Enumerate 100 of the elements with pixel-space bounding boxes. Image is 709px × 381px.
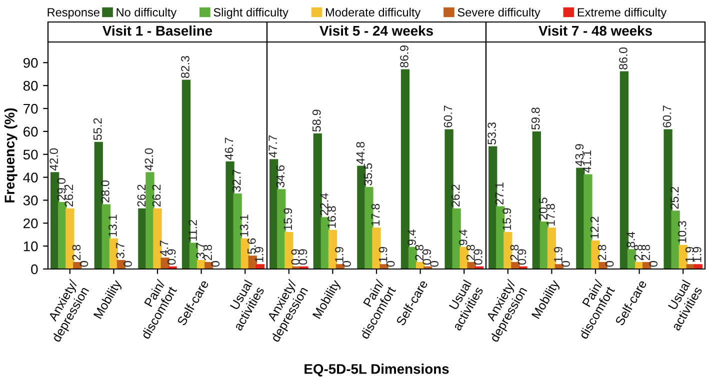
data-label: 44.8 bbox=[356, 142, 365, 164]
data-label: 26.2 bbox=[137, 184, 146, 206]
data-label: 0.9 bbox=[167, 249, 176, 265]
data-label: 1.9 bbox=[335, 246, 344, 262]
data-label: 15.9 bbox=[502, 208, 512, 230]
chart-title: Visit 1 - Baseline bbox=[102, 26, 212, 36]
legend-label: No difficulty bbox=[116, 8, 177, 19]
data-label: 53.3 bbox=[488, 122, 496, 144]
y-tick-label: 60 bbox=[24, 126, 38, 137]
data-label: 26.2 bbox=[152, 184, 161, 206]
data-label: 0.9 bbox=[518, 249, 526, 265]
x-axis-title: EQ-5D-5L Dimensions bbox=[304, 364, 449, 376]
bar bbox=[233, 193, 242, 269]
data-label: 25.2 bbox=[670, 187, 679, 209]
y-tick-label: 80 bbox=[23, 80, 38, 91]
data-label: 0.9 bbox=[298, 249, 308, 265]
data-label: 0 bbox=[124, 261, 132, 267]
data-label: 13.1 bbox=[108, 214, 117, 236]
data-label: 32.7 bbox=[232, 170, 241, 192]
y-tick-label: 70 bbox=[24, 104, 38, 114]
data-label: 0 bbox=[649, 261, 658, 267]
data-label: 29.0 bbox=[57, 178, 66, 200]
data-label: 2.8 bbox=[466, 244, 475, 260]
data-label: 1.9 bbox=[254, 246, 264, 262]
data-label: 34.6 bbox=[276, 165, 285, 188]
data-label: 22.4 bbox=[320, 193, 328, 216]
y-tick-label: 20 bbox=[24, 218, 38, 228]
y-tick-label: 30 bbox=[23, 196, 38, 206]
data-label: 46.7 bbox=[224, 138, 234, 160]
data-label: 43.9 bbox=[575, 144, 584, 166]
data-label: 16.8 bbox=[328, 206, 336, 228]
data-label: 28.0 bbox=[100, 180, 110, 202]
data-label: 2.8 bbox=[415, 244, 424, 260]
data-label: 1.9 bbox=[378, 246, 388, 262]
data-label: 12.2 bbox=[590, 216, 599, 238]
data-label: 1.9 bbox=[554, 246, 562, 262]
data-label: 4.7 bbox=[160, 240, 168, 256]
bar bbox=[671, 210, 680, 269]
legend-label: Moderate difficulty bbox=[326, 8, 421, 19]
data-label: 13.1 bbox=[240, 214, 248, 236]
data-label: 26.2 bbox=[64, 184, 74, 206]
data-label: 60.7 bbox=[662, 106, 672, 128]
data-label: 0 bbox=[430, 261, 439, 267]
data-label: 15.9 bbox=[284, 208, 292, 230]
data-label: 42.0 bbox=[50, 148, 58, 171]
data-label: 9.4 bbox=[408, 230, 416, 246]
data-label: 26.2 bbox=[451, 184, 460, 206]
y-tick-label: 90 bbox=[23, 58, 38, 68]
data-label: 11.2 bbox=[188, 220, 197, 241]
data-label: 41.1 bbox=[582, 150, 592, 173]
data-label: 0.9 bbox=[474, 249, 482, 265]
data-label: 35.5 bbox=[364, 163, 372, 186]
data-label: 0 bbox=[562, 261, 570, 267]
data-label: 20.5 bbox=[538, 198, 548, 220]
legend-label: Extreme difficulty bbox=[578, 8, 667, 19]
bar bbox=[313, 133, 322, 269]
data-label: 2.8 bbox=[510, 244, 519, 260]
data-label: 82.3 bbox=[181, 56, 190, 78]
data-label: 27.1 bbox=[495, 182, 504, 204]
data-label: 47.7 bbox=[268, 135, 277, 158]
data-label: 3.7 bbox=[116, 242, 124, 258]
chart-title: Visit 5 - 24 weeks bbox=[320, 26, 433, 36]
data-label: 0 bbox=[80, 261, 88, 267]
y-axis-title: Frequency (%) bbox=[4, 108, 18, 202]
data-label: 86.0 bbox=[619, 47, 628, 70]
data-label: 9.4 bbox=[458, 230, 468, 246]
y-tick-label: 50 bbox=[23, 150, 38, 160]
bar bbox=[153, 208, 162, 269]
data-label: 2.8 bbox=[204, 244, 212, 260]
data-label: 42.0 bbox=[144, 148, 154, 171]
bar bbox=[248, 256, 257, 269]
bar bbox=[532, 131, 541, 269]
y-tick-label: 40 bbox=[23, 172, 38, 182]
data-label: 17.8 bbox=[546, 204, 555, 226]
legend-label: Severe difficulty bbox=[458, 8, 540, 19]
data-label: 8.4 bbox=[626, 232, 635, 248]
data-label: 0 bbox=[386, 261, 395, 267]
data-label: 58.9 bbox=[312, 110, 321, 132]
data-label: 10.3 bbox=[678, 221, 686, 243]
data-label: 0 bbox=[211, 261, 220, 267]
y-tick-label: 10 bbox=[24, 241, 38, 252]
bar bbox=[678, 244, 688, 269]
data-label: 59.8 bbox=[531, 108, 540, 130]
data-label: 3.7 bbox=[196, 242, 204, 258]
data-label: 5.6 bbox=[247, 238, 256, 254]
data-label: 86.9 bbox=[400, 45, 408, 68]
data-label: 2.8 bbox=[642, 244, 650, 260]
data-label: 0 bbox=[342, 261, 351, 267]
bar bbox=[694, 264, 702, 269]
data-label: 1.9 bbox=[692, 246, 702, 262]
data-label: 0.9 bbox=[422, 249, 432, 265]
bar bbox=[256, 264, 264, 269]
legend-title: Response bbox=[48, 8, 100, 19]
data-label: 60.7 bbox=[444, 106, 452, 128]
data-label: 55.2 bbox=[93, 118, 102, 140]
data-label: 2.8 bbox=[72, 244, 81, 260]
bar bbox=[94, 142, 103, 269]
legend-label: Slight difficulty bbox=[214, 8, 288, 19]
data-label: 0 bbox=[605, 261, 614, 267]
chart-title: Visit 7 - 48 weeks bbox=[538, 26, 652, 36]
